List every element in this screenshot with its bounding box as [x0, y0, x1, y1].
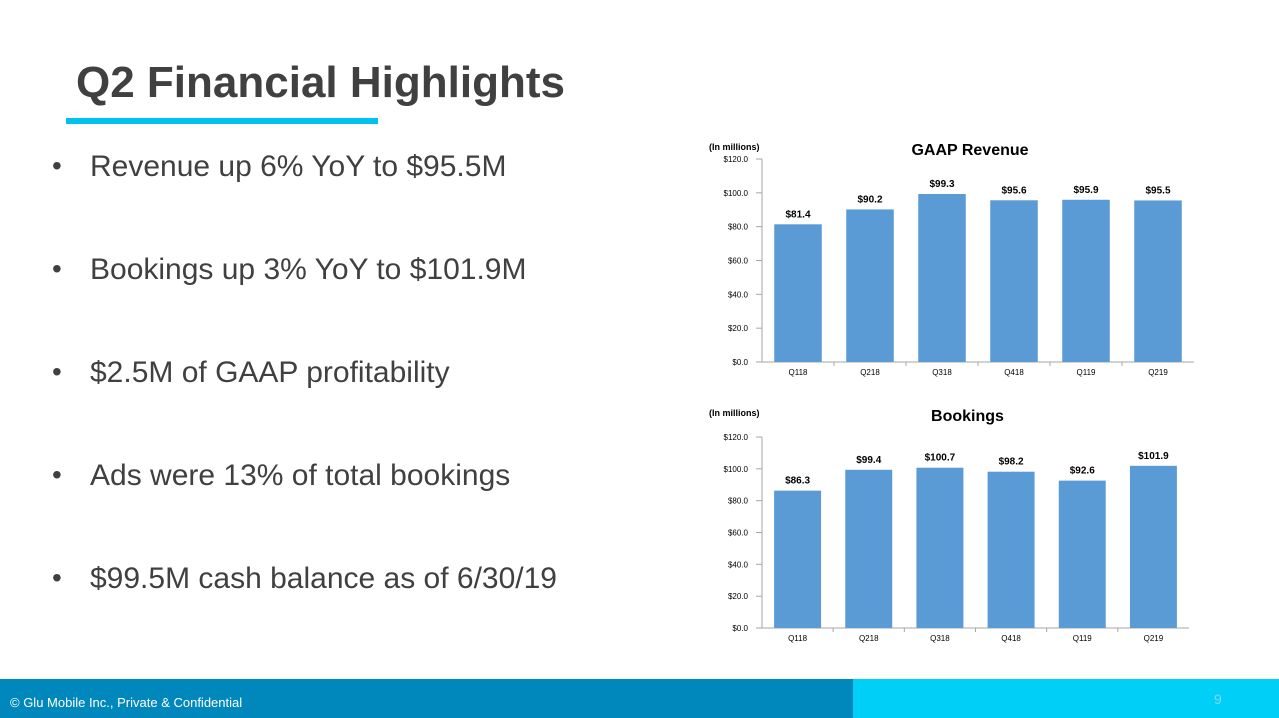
- x-tick-label: Q418: [1001, 634, 1021, 643]
- y-tick-label: $20.0: [728, 592, 749, 601]
- x-tick-label: Q318: [932, 368, 952, 377]
- x-tick-label: Q119: [1077, 368, 1097, 377]
- bullet-text: Bookings up 3% YoY to $101.9M: [90, 253, 527, 286]
- y-tick-label: $40.0: [728, 290, 749, 299]
- data-label: $90.2: [857, 194, 882, 205]
- chart-unit-label: (In millions): [709, 142, 760, 152]
- bar: [1062, 199, 1110, 362]
- y-tick-label: $40.0: [728, 560, 749, 569]
- y-tick-label: $80.0: [728, 497, 749, 506]
- y-tick-label: $0.0: [732, 358, 748, 367]
- bullet-dot: •: [52, 562, 62, 593]
- x-tick-label: Q218: [860, 368, 880, 377]
- data-label: $86.3: [785, 476, 810, 487]
- bullet-text: $99.5M cash balance as of 6/30/19: [90, 562, 557, 595]
- data-label: $95.9: [1073, 185, 1098, 196]
- x-tick-label: Q219: [1144, 634, 1164, 643]
- bookings-chart: (In millions) Bookings $0.0 $20.0 $40.0 $60.0…: [700, 404, 1220, 649]
- bar: [990, 200, 1038, 362]
- data-label: $95.6: [1001, 185, 1026, 196]
- y-tick-label: $60.0: [728, 529, 749, 538]
- data-label: $100.7: [925, 453, 956, 464]
- chart-title: Bookings: [931, 408, 1004, 425]
- data-label: $81.4: [785, 209, 810, 220]
- bar: [774, 224, 822, 362]
- y-tick-label: $20.0: [728, 324, 749, 333]
- x-tick-label: Q218: [859, 634, 879, 643]
- slide-title: Q2 Financial Highlights: [76, 58, 565, 107]
- footer-bar-dark: [0, 679, 853, 718]
- chart-unit-label: (In millions): [709, 408, 760, 418]
- y-tick-label: $0.0: [732, 624, 748, 633]
- footer-confidential-text: © Glu Mobile Inc., Private & Confidentia…: [10, 695, 243, 710]
- y-tick-label: $120.0: [724, 155, 749, 164]
- x-tick-label: Q118: [788, 634, 808, 643]
- page-number: 9: [1214, 691, 1222, 707]
- bar: [916, 467, 964, 628]
- bar: [987, 471, 1035, 628]
- x-tick-label: Q318: [930, 634, 950, 643]
- bullet-text: Revenue up 6% YoY to $95.5M: [90, 150, 507, 183]
- bar: [845, 469, 893, 628]
- x-tick-label: Q118: [789, 368, 809, 377]
- footer-bar-light: [853, 679, 1279, 718]
- data-label: $98.2: [999, 457, 1024, 468]
- data-label: $99.3: [929, 179, 954, 190]
- bullet-dot: •: [52, 253, 62, 284]
- bar: [918, 194, 966, 362]
- y-tick-label: $100.0: [724, 189, 749, 198]
- y-tick-label: $100.0: [724, 465, 749, 474]
- y-tick-label: $120.0: [724, 433, 749, 442]
- bar: [1129, 465, 1177, 628]
- bullet-dot: •: [52, 356, 62, 387]
- bookings-chart-svg: (In millions) Bookings $0.0 $20.0 $40.0 $60.0…: [709, 408, 1189, 643]
- chart-title: GAAP Revenue: [911, 142, 1028, 159]
- bar: [1058, 480, 1106, 628]
- y-tick-label: $60.0: [728, 257, 749, 266]
- bullet-text: Ads were 13% of total bookings: [90, 459, 511, 492]
- data-label: $99.4: [856, 455, 881, 466]
- x-tick-label: Q219: [1148, 368, 1168, 377]
- title-underline: [66, 118, 378, 124]
- data-label: $95.5: [1145, 185, 1170, 196]
- bar: [846, 209, 894, 362]
- bullet-dot: •: [52, 459, 62, 490]
- bar: [774, 490, 822, 628]
- data-label: $101.9: [1138, 451, 1169, 462]
- bar: [1134, 200, 1182, 362]
- x-tick-label: Q418: [1004, 368, 1024, 377]
- x-tick-label: Q119: [1073, 634, 1093, 643]
- revenue-chart-svg: (In millions) GAAP Revenue $0.0 $20.0 $40.0 $…: [709, 142, 1194, 377]
- revenue-chart: (In millions) GAAP Revenue $0.0 $20.0 $40.0 $…: [700, 138, 1220, 383]
- y-tick-label: $80.0: [728, 223, 749, 232]
- data-label: $92.6: [1070, 466, 1095, 477]
- bullet-text: $2.5M of GAAP profitability: [90, 356, 450, 389]
- bullet-dot: •: [52, 150, 62, 181]
